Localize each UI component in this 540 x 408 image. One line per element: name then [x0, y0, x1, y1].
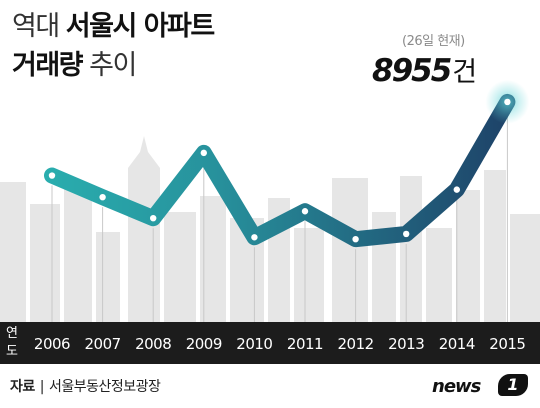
annotation-unit: 건 [452, 57, 478, 88]
annotation-note: (26일 현재) [402, 34, 465, 49]
title-light-part: 역대 [12, 11, 60, 42]
x-tick-2010: 2010 [236, 335, 273, 353]
x-tick-2012: 2012 [337, 335, 375, 353]
chart-title-line1: 역대 서울시 아파트 [12, 11, 215, 42]
city-skyline-background [0, 136, 540, 322]
x-tick-2011: 2011 [286, 335, 324, 353]
x-tick-2006: 2006 [33, 335, 71, 353]
x-tick-2007: 2007 [84, 335, 122, 353]
title-light-part-2: 추이 [89, 50, 137, 81]
chart-title-line2: 거래량 추이 [12, 50, 137, 81]
x-tick-2009: 2009 [185, 335, 223, 353]
logo-badge: 1 [498, 374, 528, 396]
data-point-2006 [48, 172, 56, 179]
x-tick-2014: 2014 [438, 335, 476, 353]
data-point-2013 [403, 230, 410, 238]
source-separator: | [39, 379, 45, 395]
data-point-2012 [352, 235, 359, 243]
title-bold-part: 서울시 아파트 [65, 11, 215, 42]
data-point-2008 [150, 214, 157, 222]
x-axis-title: 연도 [6, 326, 18, 359]
series-line [44, 93, 516, 248]
data-point-2010 [251, 234, 258, 241]
source-text: 서울부동산정보광장 [48, 379, 161, 395]
vertical-gridlines [51, 111, 508, 322]
data-point-2007 [99, 193, 106, 201]
news1-logo: news 1 [432, 372, 532, 400]
data-point-2015 [504, 98, 511, 106]
annotation-value-label: 8955건 [372, 56, 477, 87]
source-credit: 자료 | 서울부동산정보광장 [10, 376, 161, 396]
annotation-number: 8955 [372, 53, 452, 89]
source-label: 자료 [10, 379, 35, 395]
x-tick-2008: 2008 [135, 335, 172, 353]
data-point-2009 [200, 149, 207, 157]
data-point-2014 [453, 186, 460, 193]
logo-text: news [432, 376, 481, 397]
title-bold-part-2: 거래량 [12, 50, 84, 81]
x-tick-2015: 2015 [489, 335, 526, 353]
line-series [44, 79, 530, 248]
x-tick-2013: 2013 [388, 335, 425, 353]
x-axis-band [0, 322, 540, 364]
data-point-2011 [301, 208, 309, 215]
